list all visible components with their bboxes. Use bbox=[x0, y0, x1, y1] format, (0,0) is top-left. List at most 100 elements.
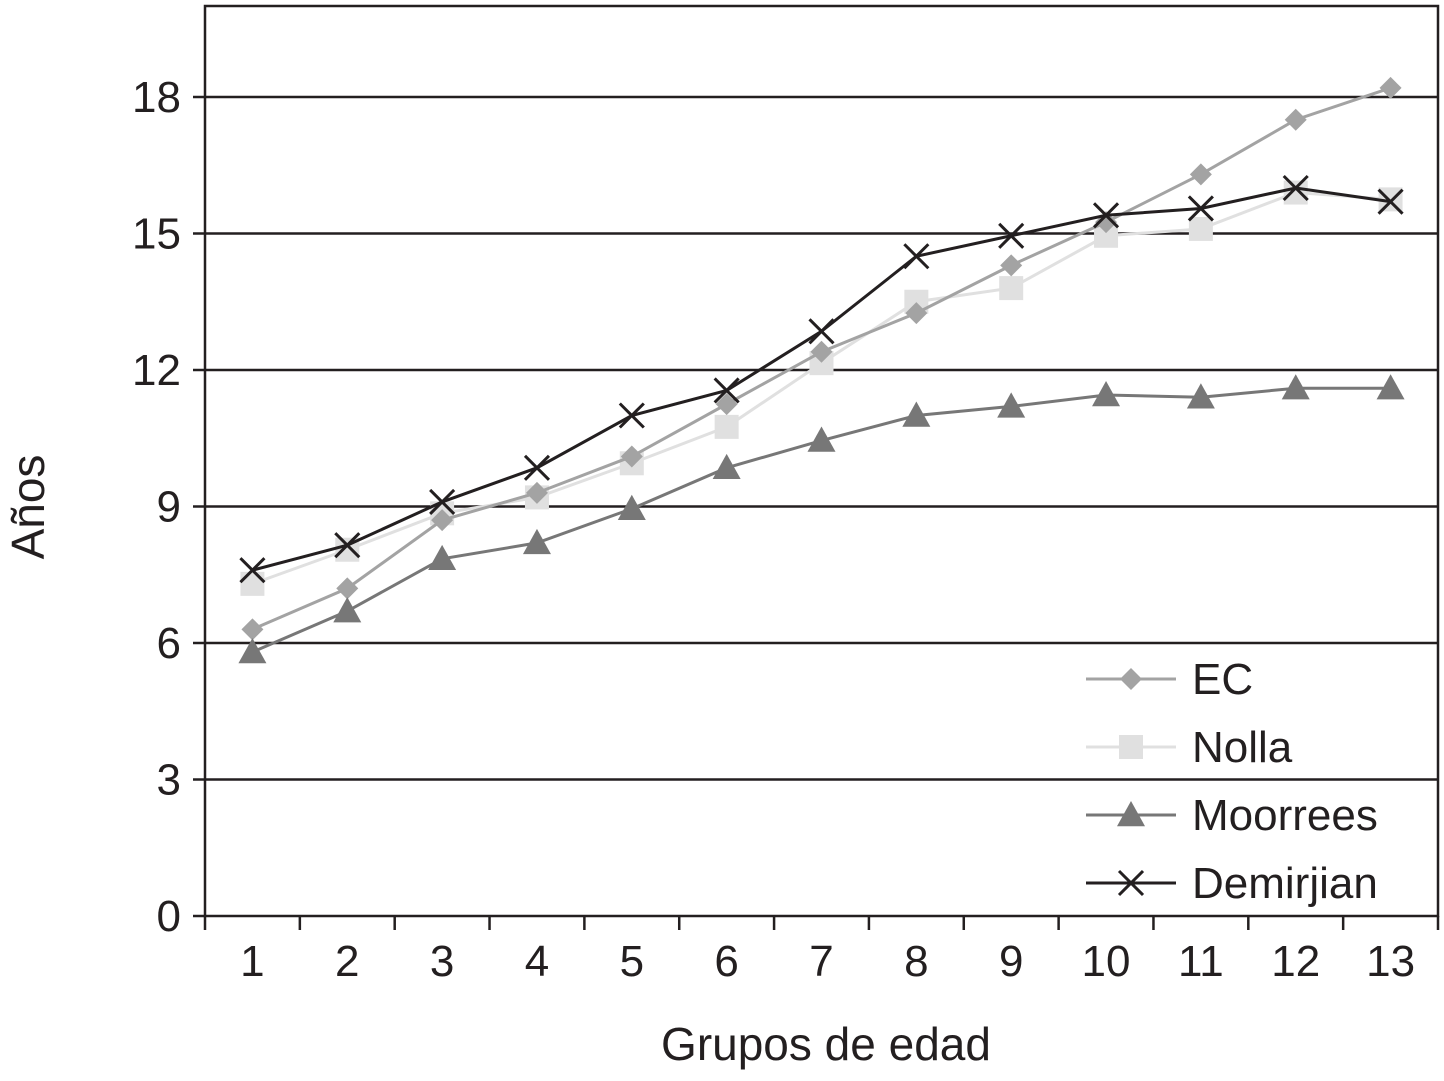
data-point-ec bbox=[336, 577, 359, 600]
marker-stroke bbox=[239, 557, 266, 584]
data-point-demirjian bbox=[239, 557, 266, 584]
data-point-moorrees bbox=[997, 392, 1026, 418]
data-point-demirjian bbox=[1187, 195, 1214, 222]
data-point-moorrees bbox=[1281, 374, 1310, 400]
data-point-ec bbox=[620, 445, 643, 468]
x-tick-label: 7 bbox=[809, 937, 833, 986]
marker-stroke bbox=[1282, 174, 1309, 202]
data-point-ec bbox=[1379, 76, 1402, 99]
x-tick-label: 8 bbox=[904, 937, 928, 986]
x-tick-label: 9 bbox=[999, 937, 1023, 986]
data-point-ec bbox=[431, 509, 454, 532]
legend-marker-demirjian bbox=[1117, 869, 1145, 897]
marker-stroke bbox=[334, 532, 361, 559]
data-point-demirjian bbox=[808, 318, 835, 345]
data-point-moorrees bbox=[1186, 383, 1215, 409]
data-point-moorrees bbox=[238, 638, 267, 664]
marker-stroke bbox=[713, 377, 740, 404]
x-tick-label: 6 bbox=[714, 937, 738, 986]
series-nolla bbox=[240, 180, 1403, 596]
marker-stroke bbox=[1117, 869, 1145, 897]
data-point-moorrees bbox=[617, 494, 646, 520]
data-point-demirjian bbox=[429, 488, 456, 516]
data-point-demirjian bbox=[1377, 188, 1404, 215]
legend-item-ec: EC bbox=[1086, 655, 1253, 704]
y-axis-title: Años bbox=[2, 455, 54, 560]
data-point-demirjian bbox=[1092, 202, 1120, 229]
data-point-moorrees bbox=[1092, 381, 1121, 407]
series-ec bbox=[241, 76, 1402, 641]
y-tick-label: 0 bbox=[157, 892, 181, 941]
legend-marker-moorrees bbox=[1117, 801, 1145, 827]
legend-item-nolla: Nolla bbox=[1086, 723, 1293, 772]
data-point-moorrees bbox=[522, 528, 551, 555]
legend-item-moorrees: Moorrees bbox=[1086, 791, 1378, 840]
data-point-nolla bbox=[1188, 216, 1213, 241]
series-line-demirjian bbox=[252, 186, 1391, 572]
marker-stroke bbox=[1377, 188, 1404, 215]
legend-label-ec: EC bbox=[1192, 655, 1253, 704]
marker-stroke bbox=[903, 243, 930, 270]
data-point-demirjian bbox=[1282, 174, 1309, 202]
data-point-moorrees bbox=[333, 597, 362, 623]
marker-stroke bbox=[998, 222, 1025, 249]
marker-stroke bbox=[1092, 202, 1120, 229]
marker-stroke bbox=[808, 318, 835, 345]
data-point-ec bbox=[715, 393, 738, 416]
series-group bbox=[238, 76, 1405, 664]
grid-lines bbox=[205, 95, 1438, 781]
data-point-ec bbox=[525, 481, 548, 504]
data-point-demirjian bbox=[523, 454, 551, 481]
x-tick-label: 4 bbox=[525, 937, 549, 986]
data-point-ec bbox=[905, 302, 928, 325]
data-point-ec bbox=[1284, 108, 1307, 131]
y-tick-label: 9 bbox=[157, 483, 181, 532]
x-tick-label: 1 bbox=[240, 937, 264, 986]
data-point-moorrees bbox=[807, 426, 836, 452]
y-tick-label: 15 bbox=[132, 210, 181, 259]
x-tick-label: 5 bbox=[620, 937, 644, 986]
data-point-moorrees bbox=[428, 544, 457, 571]
marker-stroke bbox=[429, 488, 456, 516]
series-line-nolla bbox=[251, 191, 1391, 586]
data-point-nolla bbox=[1283, 180, 1308, 205]
x-tick-label: 12 bbox=[1271, 937, 1320, 986]
data-point-ec bbox=[241, 618, 264, 641]
data-point-demirjian bbox=[713, 377, 740, 404]
legend-marker-nolla bbox=[1119, 735, 1143, 759]
data-point-demirjian bbox=[998, 222, 1025, 249]
data-point-demirjian bbox=[618, 402, 645, 429]
legend-label-nolla: Nolla bbox=[1192, 723, 1293, 772]
y-tick-label: 18 bbox=[132, 73, 181, 122]
data-point-ec bbox=[810, 340, 833, 363]
marker-stroke bbox=[523, 454, 551, 481]
legend-label-moorrees: Moorrees bbox=[1192, 791, 1378, 840]
x-tick-label: 13 bbox=[1366, 937, 1415, 986]
series-demirjian bbox=[239, 174, 1404, 584]
data-point-demirjian bbox=[334, 532, 361, 559]
legend: EC Nolla Moorrees Demirjian bbox=[1086, 655, 1378, 908]
y-tick-label: 3 bbox=[157, 756, 181, 805]
x-tick-label: 3 bbox=[430, 937, 454, 986]
data-point-moorrees bbox=[902, 401, 931, 427]
legend-item-demirjian: Demirjian bbox=[1086, 859, 1378, 908]
plot-frame bbox=[203, 4, 1440, 918]
x-axis-title: Grupos de edad bbox=[661, 1018, 991, 1070]
marker-stroke bbox=[618, 402, 645, 429]
marker-stroke bbox=[1187, 195, 1214, 222]
legend-marker-ec bbox=[1120, 668, 1142, 690]
x-tick-label: 11 bbox=[1178, 937, 1224, 986]
data-point-nolla bbox=[999, 276, 1024, 301]
data-point-demirjian bbox=[903, 243, 930, 270]
data-point-moorrees bbox=[1376, 374, 1405, 400]
y-tick-label: 12 bbox=[132, 346, 181, 395]
legend-label-demirjian: Demirjian bbox=[1192, 859, 1378, 908]
series-moorrees bbox=[238, 374, 1405, 664]
y-tick-label: 6 bbox=[157, 619, 181, 668]
x-tick-label: 2 bbox=[335, 937, 359, 986]
data-point-moorrees bbox=[712, 453, 741, 480]
data-point-ec bbox=[1000, 254, 1023, 277]
